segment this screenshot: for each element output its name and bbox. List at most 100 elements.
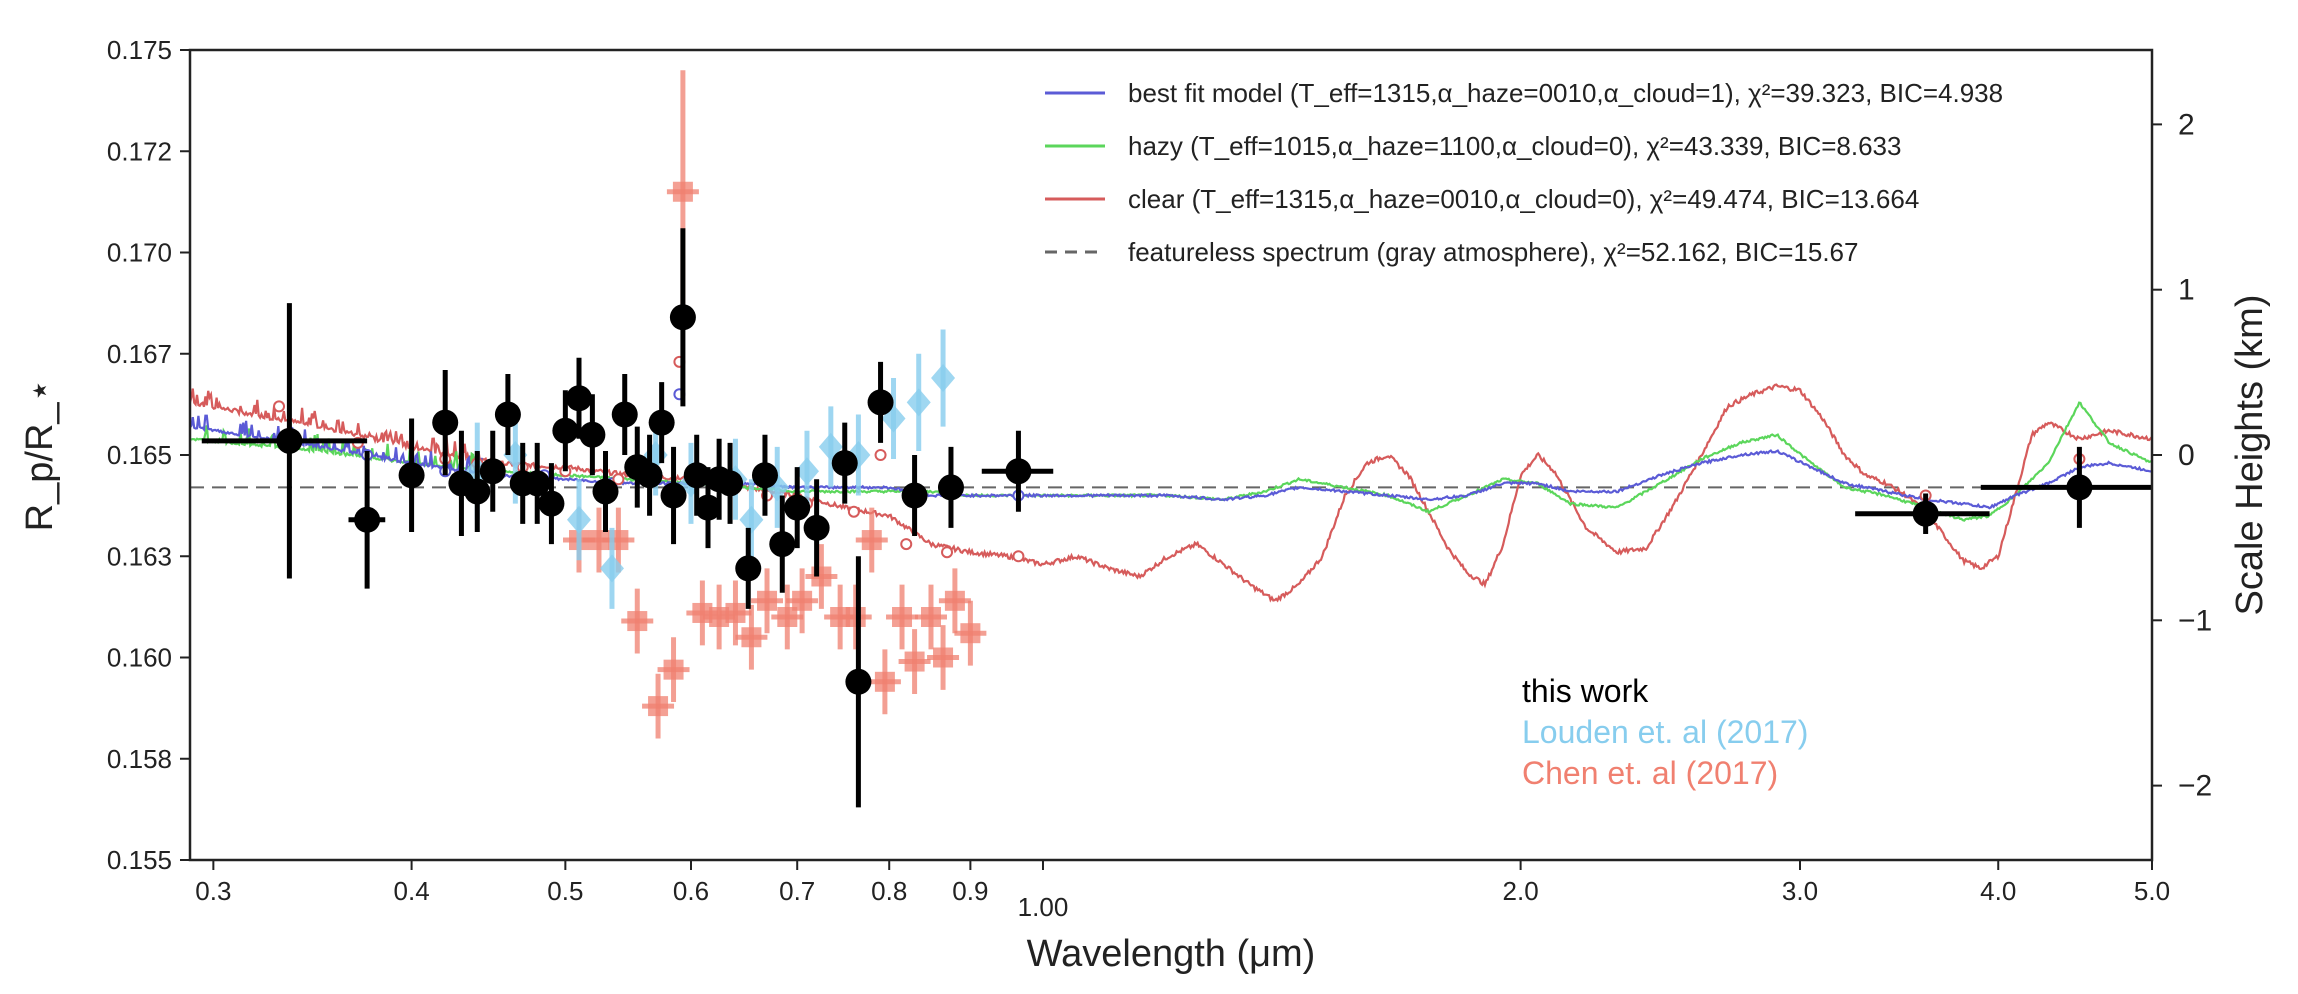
this-work-point [769,531,796,558]
chen-point [892,607,913,627]
binned-marker-clear [900,538,913,551]
this-work-point [683,462,710,489]
this-work-point [538,490,565,517]
x-tick-label: 0.4 [394,876,430,906]
y2-tick-label: 0 [2178,439,2195,472]
this-work-point [479,458,506,485]
chen-point [741,627,762,648]
this-work-point [464,478,491,505]
this-work-point [717,470,744,497]
x-tick-label: 0.9 [952,876,988,906]
x-tick-label: 5.0 [2134,876,2170,906]
this-work-point [276,427,303,454]
y-tick-label: 0.175 [107,35,172,65]
x-tick-label: 3.0 [1782,876,1818,906]
binned-marker-clear [273,400,286,413]
chen-point [960,623,981,644]
this-work-point [1912,500,1939,527]
binned-marker-clear [847,505,860,518]
this-work-point [432,409,459,436]
chen-point [874,671,895,692]
y2-tick-label: 2 [2178,108,2195,141]
y2-tick-label: −2 [2178,770,2212,803]
legend-label-flat: featureless spectrum (gray atmosphere), … [1128,237,1858,267]
this-work-point [845,668,872,695]
this-work-point [354,506,381,533]
louden-point [739,505,764,534]
chen-point [792,590,813,611]
y-tick-label: 0.163 [107,541,172,571]
x-tick-label: 0.5 [547,876,583,906]
chen-point [663,659,684,680]
louden-point [794,457,819,486]
legend-label-clear: clear (T_eff=1315,α_haze=0010,α_cloud=0)… [1128,184,1919,214]
this-work-point [611,401,638,428]
this-work-point [524,470,551,497]
binned-marker-clear [874,449,887,461]
this-work-point [579,421,606,448]
this-work-point [552,417,579,444]
chen-point [588,530,609,551]
louden-point [931,364,956,393]
chen-point [672,181,693,202]
x-tick-label: 0.8 [871,876,907,906]
y2-axis-label: Scale Heights (km) [2229,295,2271,616]
plot-frame [188,48,2154,862]
x-tick-label: 0.3 [195,876,231,906]
chen-point [944,590,965,611]
legend-label-hazy: hazy (T_eff=1015,α_haze=1100,α_cloud=0),… [1128,131,1901,161]
this-work-point [784,494,811,521]
x-tick-label: 2.0 [1503,876,1539,906]
chen-point [757,590,778,611]
this-work-point [494,401,521,428]
y-tick-label: 0.165 [107,440,172,470]
this-work-point [648,409,675,436]
this-work-point [592,478,619,505]
chen-point [933,647,954,668]
this-work-point [937,474,964,501]
this-work-point [735,555,762,582]
dataset-legend: this work Louden et. al (2017) Chen et. al… [1522,673,1808,791]
this-work-point [669,304,696,331]
chen-point [627,611,648,632]
this-work-point [1005,458,1032,485]
this-work-point [831,450,858,477]
y-tick-label: 0.158 [107,744,172,774]
louden-point [567,505,592,534]
this-work-point [751,462,778,489]
this-work-point [901,482,928,509]
louden-point [906,388,931,417]
x-tick-label: 1.00 [1018,892,1069,922]
y-axis-label: R_p/R_⋆ [19,379,61,532]
this-work-data-points [201,228,2152,808]
chen-point [845,607,866,627]
x-axis-ticks: 0.3 0.4 0.5 0.6 0.7 0.8 0.9 1.00 2.0 3.0 4.0 5.0 [195,860,2170,922]
y-tick-label: 0.155 [107,845,172,875]
this-work-point [867,389,894,416]
legend: best fit model (T_eff=1315,α_haze=0010,α… [1045,78,2003,267]
y2-axis-ticks: −2 −1 0 1 2 [2152,108,2212,803]
this-work-point [803,514,830,541]
binned-marker-clear [941,546,954,559]
y2-tick-label: 1 [2178,274,2195,307]
binned-model-markers [273,355,2086,563]
chen-point [725,602,746,623]
chen-point [904,651,925,672]
this-work-point [2066,474,2093,501]
dataset-legend-label: this work [1522,673,1649,709]
binned-marker-clear [612,473,625,486]
y-tick-label: 0.172 [107,136,172,166]
y-axis-ticks: 0.155 0.158 0.160 0.163 0.165 0.167 0.170 0.172… [107,35,190,875]
chen-point [777,607,798,627]
y-tick-label: 0.160 [107,643,172,673]
x-tick-label: 0.7 [779,876,815,906]
chen-point [861,530,882,551]
this-work-point [636,462,663,489]
louden-point [599,554,624,583]
legend-label-best: best fit model (T_eff=1315,α_haze=0010,α… [1128,78,2003,108]
y-tick-label: 0.170 [107,238,172,268]
this-work-point [398,462,425,489]
x-tick-label: 0.6 [673,876,709,906]
chen-point [920,607,941,627]
